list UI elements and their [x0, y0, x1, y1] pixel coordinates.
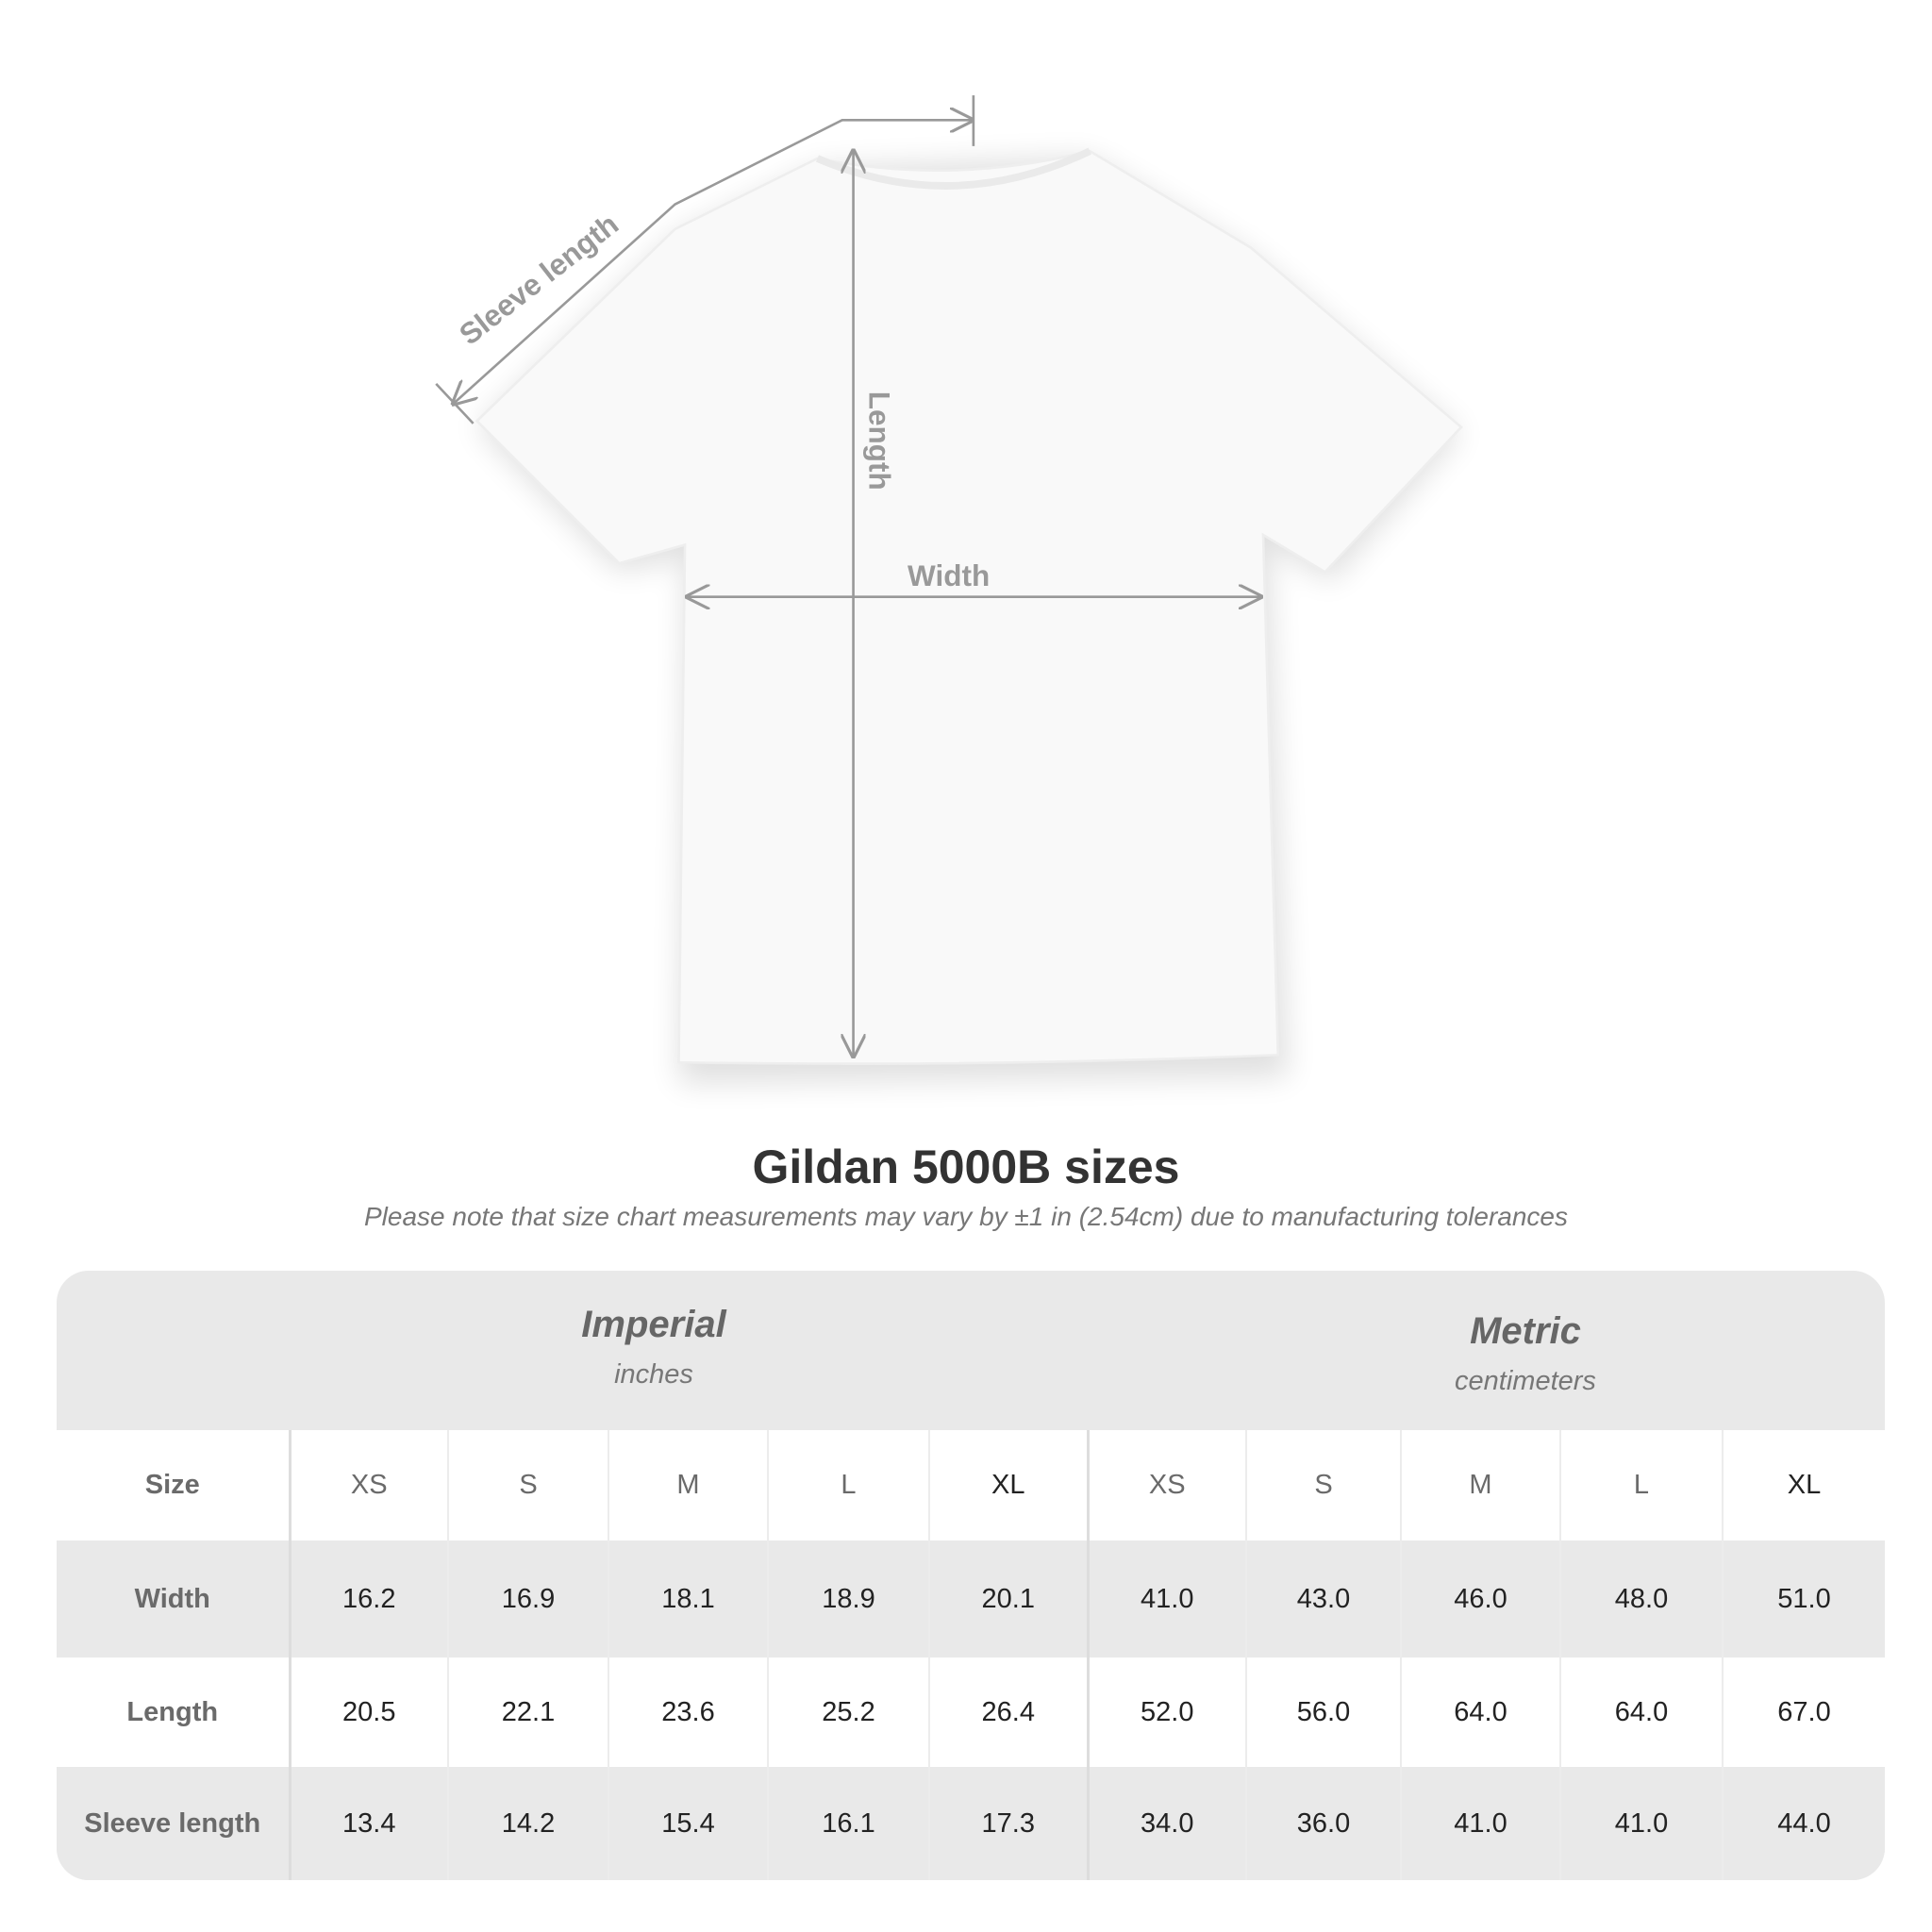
imperial-header: Imperial inches	[371, 1304, 937, 1391]
table-cell: 41.0	[1400, 1767, 1560, 1880]
size-cell: L	[767, 1430, 929, 1541]
size-cell: XL	[1722, 1430, 1885, 1541]
table-cell: 25.2	[767, 1657, 929, 1767]
table-cell: 43.0	[1245, 1541, 1401, 1657]
imperial-title: Imperial	[581, 1304, 726, 1345]
table-cell: 48.0	[1559, 1541, 1723, 1657]
length-label: Length	[863, 391, 897, 491]
table-row-length: Length 20.5 22.1 23.6 25.2 26.4 52.0 56.…	[57, 1657, 1885, 1767]
tshirt-image	[475, 149, 1463, 1065]
size-cell: L	[1559, 1430, 1723, 1541]
table-cell: 34.0	[1086, 1767, 1246, 1880]
size-cell: XS	[1086, 1430, 1246, 1541]
table-cell: 56.0	[1245, 1657, 1401, 1767]
table-cell: 51.0	[1722, 1541, 1885, 1657]
table-row-width: Width 16.2 16.9 18.1 18.9 20.1 41.0 43.0…	[57, 1541, 1885, 1657]
table-cell: 26.4	[928, 1657, 1088, 1767]
size-cell: XL	[928, 1430, 1088, 1541]
metric-title: Metric	[1470, 1310, 1581, 1352]
width-label: Width	[908, 558, 990, 592]
size-table: Size XS S M L XL XS S M L XL Width 16.2 …	[57, 1430, 1885, 1880]
table-cell: 52.0	[1086, 1657, 1246, 1767]
table-cell: 18.9	[767, 1541, 929, 1657]
table-cell: 20.1	[928, 1541, 1088, 1657]
tolerance-note: Please note that size chart measurements…	[364, 1202, 1568, 1231]
table-cell: 17.3	[928, 1767, 1088, 1880]
row-label: Width	[57, 1541, 291, 1657]
sleeve-length-measure	[435, 95, 975, 425]
size-cell: M	[1400, 1430, 1560, 1541]
table-cell: 64.0	[1559, 1657, 1723, 1767]
metric-unit: centimeters	[1455, 1366, 1596, 1396]
row-label: Length	[57, 1657, 291, 1767]
imperial-unit: inches	[614, 1359, 693, 1390]
table-row-sleeve-length: Sleeve length 13.4 14.2 15.4 16.1 17.3 3…	[57, 1767, 1885, 1880]
size-table-card: Imperial inches Metric centimeters Size …	[57, 1271, 1885, 1880]
table-cell: 18.1	[608, 1541, 768, 1657]
size-header: Size	[57, 1430, 291, 1541]
table-cell: 23.6	[608, 1657, 768, 1767]
table-cell: 13.4	[289, 1767, 448, 1880]
size-cell: S	[1245, 1430, 1401, 1541]
table-cell: 41.0	[1559, 1767, 1723, 1880]
table-cell: 16.2	[289, 1541, 448, 1657]
size-row: Size XS S M L XL XS S M L XL	[57, 1430, 1885, 1541]
table-cell: 67.0	[1722, 1657, 1885, 1767]
table-cell: 41.0	[1086, 1541, 1246, 1657]
tshirt-diagram: Sleeve length Length Width	[435, 95, 1463, 1084]
size-cell: S	[447, 1430, 608, 1541]
table-cell: 16.9	[447, 1541, 608, 1657]
page-title: Gildan 5000B sizes	[752, 1141, 1180, 1193]
table-cell: 36.0	[1245, 1767, 1401, 1880]
table-cell: 22.1	[447, 1657, 608, 1767]
row-label: Sleeve length	[57, 1767, 291, 1880]
size-cell: XS	[289, 1430, 448, 1541]
metric-header: Metric centimeters	[1242, 1310, 1808, 1397]
table-cell: 14.2	[447, 1767, 608, 1880]
table-cell: 15.4	[608, 1767, 768, 1880]
size-cell: M	[608, 1430, 768, 1541]
table-cell: 44.0	[1722, 1767, 1885, 1880]
table-cell: 46.0	[1400, 1541, 1560, 1657]
table-cell: 64.0	[1400, 1657, 1560, 1767]
table-cell: 16.1	[767, 1767, 929, 1880]
table-cell: 20.5	[289, 1657, 448, 1767]
